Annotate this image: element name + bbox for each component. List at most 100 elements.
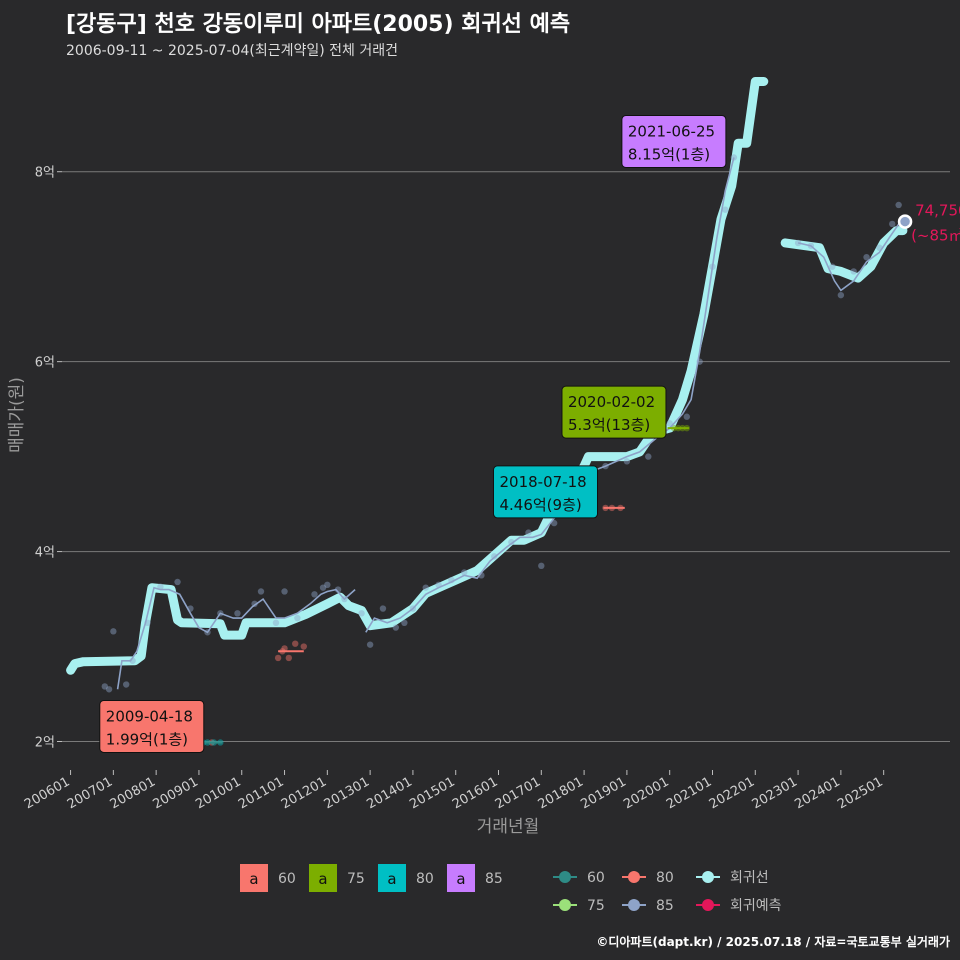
legend-line-dot [559,871,571,883]
data-point-85 [319,584,327,591]
chart-title: [강동구] 천호 강동이루미 아파트(2005) 회귀선 예측 [66,12,571,37]
x-tick-label: 200601 [22,774,72,812]
data-point-85 [645,453,652,460]
y-tick-label: 6억 [35,356,55,371]
legend-area-label: 80 [416,871,434,887]
legend-line-label: 80 [656,870,674,886]
y-tick-label: 4억 [35,546,55,561]
legend-line-dot [559,899,571,911]
legend-area-symbol: a [387,870,396,888]
x-tick-label: 201901 [578,774,628,812]
series-line-85 [116,586,356,690]
legend-area-symbol: a [456,870,465,888]
prediction-value: 74,750 [915,202,960,220]
legend-area-symbol: a [249,870,258,888]
annotation-box [621,114,727,168]
x-tick-label: 200801 [108,774,158,812]
data-point-85 [730,154,738,161]
annotation-box [492,465,598,519]
legend-line-dot [702,871,714,883]
prediction-area: (~85㎡) [911,227,960,245]
data-point-85 [366,641,374,648]
series-line-85 [365,157,735,633]
x-tick-label: 201001 [193,774,243,812]
x-tick-label: 201401 [364,774,414,812]
data-point-85 [105,686,113,693]
legend-area-label: 60 [278,871,296,887]
legend-area-label: 75 [347,871,365,887]
annotation-date: 2009-04-18 [106,707,193,725]
annotation-price: 4.46억(9층) [499,496,581,514]
x-tick-label: 202501 [835,774,885,812]
data-point-85 [358,610,365,617]
x-tick-label: 201501 [407,774,457,812]
data-point-85 [508,538,515,546]
legend-area-key [240,864,268,892]
x-tick-label: 202001 [621,774,671,812]
data-point-85 [281,588,288,595]
annotation-price: 5.3억(13층) [568,416,650,434]
data-point-85 [889,220,896,228]
data-point-85 [895,201,902,209]
legend-line-dot [628,899,640,911]
legend-area-key [378,864,406,892]
data-point-85 [829,263,836,270]
x-tick-label: 200901 [150,774,200,812]
data-point-85 [379,605,387,612]
legend-line-label: 회귀예측 [730,898,782,914]
data-point-85 [422,584,429,591]
x-tick-label: 200701 [65,774,115,812]
x-axis-label: 거래년월 [477,817,540,837]
legend-line-label: 75 [587,898,605,914]
x-tick-label: 201801 [536,774,586,812]
data-point-85 [722,206,729,213]
data-point-60 [274,654,282,662]
data-point-85 [666,420,673,427]
annotation-box [561,385,667,439]
data-point-85 [392,624,400,631]
x-tick-label: 202301 [750,774,800,812]
data-point-60 [281,645,288,652]
data-point-85 [110,628,117,635]
legend-area-key [309,864,337,892]
series-line-85 [797,220,902,292]
data-point-85 [538,562,545,570]
data-point-85 [324,581,331,589]
legend-area-symbol: a [318,870,327,888]
x-tick-label: 201201 [279,774,329,812]
y-axis-label: 매매가(원) [7,377,27,453]
legend-line-dot [628,871,640,883]
x-tick-label: 201301 [322,774,372,812]
data-point-85 [257,588,265,595]
legend-line-label: 85 [656,898,674,914]
x-tick-label: 201101 [236,774,286,812]
data-point-85 [234,610,241,617]
y-tick-label: 2억 [35,736,55,751]
regression-line [780,226,908,283]
legend-area-label: 85 [485,871,503,887]
annotation-date: 2020-02-02 [568,393,655,411]
data-point-85 [525,529,532,536]
legend-area-key [447,864,475,892]
data-point-85 [850,268,857,275]
annotations: 2009-04-18 1.99억(1층) 2018-07-18 4.46억(9층) 20… [99,114,960,753]
data-point-85 [837,291,845,299]
data-point-60 [292,640,299,647]
data-point-85 [122,681,130,688]
legend-line-label: 회귀선 [730,870,769,886]
x-tick-label: 202401 [792,774,842,812]
x-tick-label: 202101 [664,774,714,812]
data-point-85 [174,578,181,586]
data-point-85 [401,619,408,627]
data-point-85 [294,614,301,622]
y-axis: 2억 4억 6억 8억 [35,166,62,751]
chart-subtitle: 2006-09-11 ~ 2025-07-04(최근계약일) 전체 거래건 [66,43,398,59]
x-tick-label: 202201 [707,774,757,812]
legend-line-dot [702,899,714,911]
grid-lines [62,171,950,743]
prediction-point [897,214,913,229]
legend: a 60 a 75 a 80 a 85 60 80 회귀선 75 85 회귀예측 [240,864,782,914]
annotation-date: 2018-07-18 [499,473,586,491]
data-point-60 [300,643,307,650]
annotation-date: 2021-06-25 [628,122,715,140]
